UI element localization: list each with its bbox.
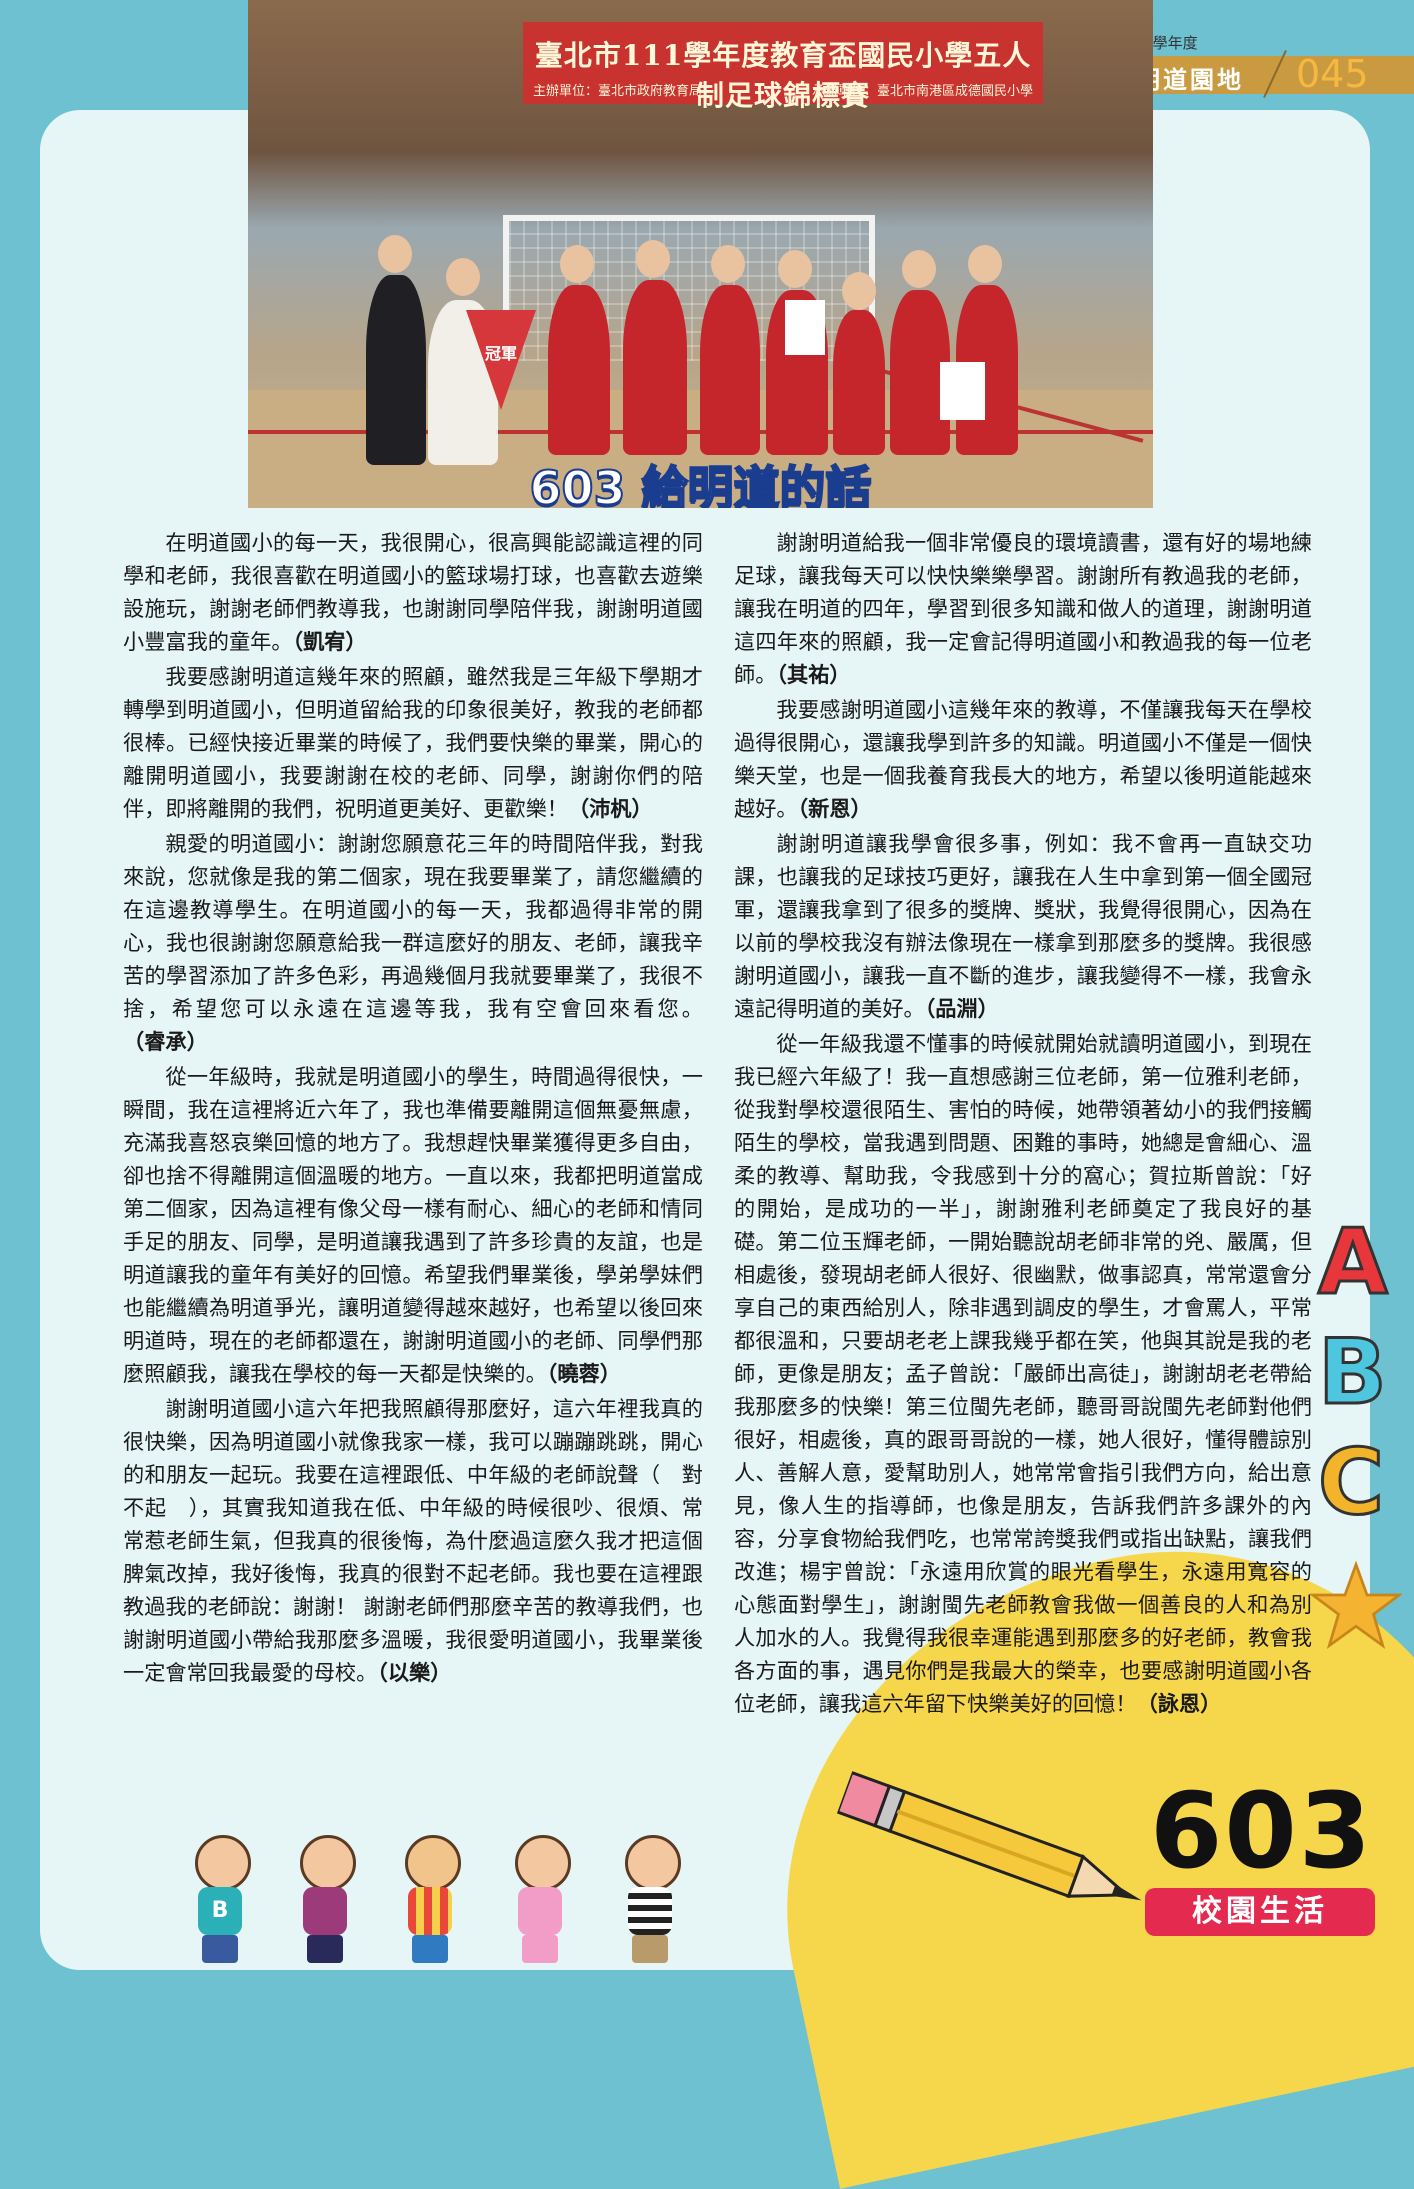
message-paragraph: 謝謝明道國小這六年把我照顧得那麼好，這六年裡我真的很快樂，因為明道國小就像我家一… bbox=[123, 1392, 703, 1689]
message-text: 從一年級我還不懂事的時候就開始就讀明道國小，到現在我已經六年級了！我一直想感謝三… bbox=[734, 1031, 1312, 1716]
kid-head bbox=[195, 1835, 251, 1891]
kid-shirt bbox=[518, 1887, 562, 1935]
message-text: 謝謝明道國小這六年把我照顧得那麼好，這六年裡我真的很快樂，因為明道國小就像我家一… bbox=[123, 1396, 703, 1685]
message-text: 謝謝明道讓我學會很多事，例如：我不會再一直缺交功課，也讓我的足球技巧更好，讓我在… bbox=[734, 831, 1312, 1021]
person-head bbox=[902, 250, 936, 288]
person-head bbox=[560, 245, 594, 283]
player-figure bbox=[548, 285, 610, 455]
message-paragraph: 我要感謝明道這幾年來的照顧，雖然我是三年級下學期才轉學到明道國小，但明道留給我的… bbox=[123, 660, 703, 825]
kid-head bbox=[300, 1835, 356, 1891]
banner-subtitle: 主辦單位：臺北市政府教育局 承辦單位：臺北市南港區成德國民小學 bbox=[533, 80, 1033, 99]
star-icon bbox=[1310, 1560, 1402, 1650]
kid-illustration: B bbox=[180, 1835, 260, 1965]
kid-legs bbox=[412, 1935, 448, 1963]
message-text: 謝謝明道給我一個非常優良的環境讀書，還有好的場地練足球，讓我每天可以快快樂樂學習… bbox=[734, 530, 1312, 687]
header-divider bbox=[1263, 50, 1287, 98]
class-number: 603 bbox=[1150, 1770, 1374, 1892]
kid-legs bbox=[522, 1935, 558, 1963]
message-text: 我要感謝明道國小這幾年來的教導，不僅讓我每天在學校過得很開心，還讓我學到許多的知… bbox=[734, 697, 1312, 821]
right-text-column: 謝謝明道給我一個非常優良的環境讀書，還有好的場地練足球，讓我每天可以快快樂樂學習… bbox=[734, 526, 1312, 1722]
message-author: （沛杋） bbox=[567, 796, 653, 821]
kid-shirt bbox=[628, 1887, 672, 1935]
message-author: （詠恩） bbox=[1136, 1691, 1222, 1716]
message-author: （曉蓉） bbox=[546, 1361, 621, 1386]
tournament-banner: 臺北市111學年度教育盃國民小學五人制足球錦標賽 主辦單位：臺北市政府教育局 承… bbox=[523, 22, 1043, 112]
message-paragraph: 親愛的明道國小：謝謝您願意花三年的時間陪伴我，對我來說，您就像是我的第二個家，現… bbox=[123, 827, 703, 1058]
message-text: 在明道國小的每一天，我很開心，很高興能認識這裡的同學和老師，我很喜歡在明道國小的… bbox=[123, 530, 703, 654]
photo-title: 603 給明道的話 bbox=[528, 460, 872, 508]
kid-illustration bbox=[500, 1835, 580, 1965]
message-paragraph: 謝謝明道讓我學會很多事，例如：我不會再一直缺交功課，也讓我的足球技巧更好，讓我在… bbox=[734, 827, 1312, 1025]
kid-shirt: B bbox=[198, 1887, 242, 1935]
person-head bbox=[711, 245, 745, 283]
message-text: 我要感謝明道這幾年來的照顧，雖然我是三年級下學期才轉學到明道國小，但明道留給我的… bbox=[123, 664, 703, 821]
message-author: （以樂） bbox=[377, 1660, 452, 1685]
certificate bbox=[785, 300, 825, 355]
header-bar: 明道園地 045 bbox=[1124, 50, 1414, 98]
message-author: （其祐） bbox=[776, 662, 851, 687]
pennant-text: 冠軍 bbox=[484, 344, 517, 363]
person-head bbox=[378, 235, 412, 273]
page-header: 111學年度 明道園地 045 bbox=[1124, 30, 1414, 98]
certificate bbox=[940, 362, 985, 420]
banner-host: 承辦單位：臺北市南港區成德國民小學 bbox=[811, 84, 1033, 99]
person-head bbox=[778, 250, 812, 288]
letter-c-decoration: C bbox=[1316, 1429, 1385, 1537]
player-figure bbox=[700, 285, 760, 455]
message-author: （新恩） bbox=[797, 796, 872, 821]
section-name: 明道園地 bbox=[1136, 66, 1244, 94]
team-photo: 臺北市111學年度教育盃國民小學五人制足球錦標賽 主辦單位：臺北市政府教育局 承… bbox=[248, 0, 1153, 508]
player-figure bbox=[833, 310, 885, 455]
letter-b-decoration: B bbox=[1317, 1319, 1389, 1427]
kid-shirt bbox=[303, 1887, 347, 1935]
kid-head bbox=[405, 1835, 461, 1891]
banner-organizer: 主辦單位：臺北市政府教育局 bbox=[533, 84, 703, 99]
banner-title: 臺北市111學年度教育盃國民小學五人制足球錦標賽 bbox=[534, 39, 1032, 112]
message-paragraph: 我要感謝明道國小這幾年來的教導，不僅讓我每天在學校過得很開心，還讓我學到許多的知… bbox=[734, 693, 1312, 825]
left-text-column: 在明道國小的每一天，我很開心，很高興能認識這裡的同學和老師，我很喜歡在明道國小的… bbox=[123, 526, 703, 1691]
page-number: 045 bbox=[1296, 52, 1369, 96]
kid-head bbox=[515, 1835, 571, 1891]
message-paragraph: 在明道國小的每一天，我很開心，很高興能認識這裡的同學和老師，我很喜歡在明道國小的… bbox=[123, 526, 703, 658]
message-author: （凱宥） bbox=[292, 629, 367, 654]
kid-illustration bbox=[610, 1835, 690, 1965]
player-figure bbox=[623, 280, 687, 455]
kid-illustration bbox=[285, 1835, 365, 1965]
person-head bbox=[842, 272, 876, 310]
message-paragraph: 從一年級我還不懂事的時候就開始就讀明道國小，到現在我已經六年級了！我一直想感謝三… bbox=[734, 1027, 1312, 1720]
message-paragraph: 從一年級時，我就是明道國小的學生，時間過得很快，一瞬間，我在這裡將近六年了，我也… bbox=[123, 1060, 703, 1390]
message-paragraph: 謝謝明道給我一個非常優良的環境讀書，還有好的場地練足球，讓我每天可以快快樂樂學習… bbox=[734, 526, 1312, 691]
kid-legs bbox=[307, 1935, 343, 1963]
kid-illustration bbox=[390, 1835, 470, 1965]
person-head bbox=[636, 240, 670, 278]
kid-head bbox=[625, 1835, 681, 1891]
message-text: 親愛的明道國小：謝謝您願意花三年的時間陪伴我，對我來說，您就像是我的第二個家，現… bbox=[123, 831, 703, 1021]
section-tag: 校園生活 bbox=[1145, 1888, 1375, 1936]
message-author: （品淵） bbox=[924, 996, 999, 1021]
kid-legs bbox=[632, 1935, 668, 1963]
message-text: 從一年級時，我就是明道國小的學生，時間過得很快，一瞬間，我在這裡將近六年了，我也… bbox=[123, 1064, 703, 1386]
person-head bbox=[968, 245, 1002, 283]
letter-a-decoration: A bbox=[1317, 1209, 1390, 1317]
message-author: （睿承） bbox=[123, 1029, 208, 1054]
person-head bbox=[446, 258, 480, 296]
kid-shirt bbox=[408, 1887, 452, 1935]
pencil-icon bbox=[835, 1770, 1142, 1901]
kid-legs bbox=[202, 1935, 238, 1963]
coach-figure bbox=[366, 275, 426, 465]
kid-shirt-letter: B bbox=[211, 1898, 229, 1923]
